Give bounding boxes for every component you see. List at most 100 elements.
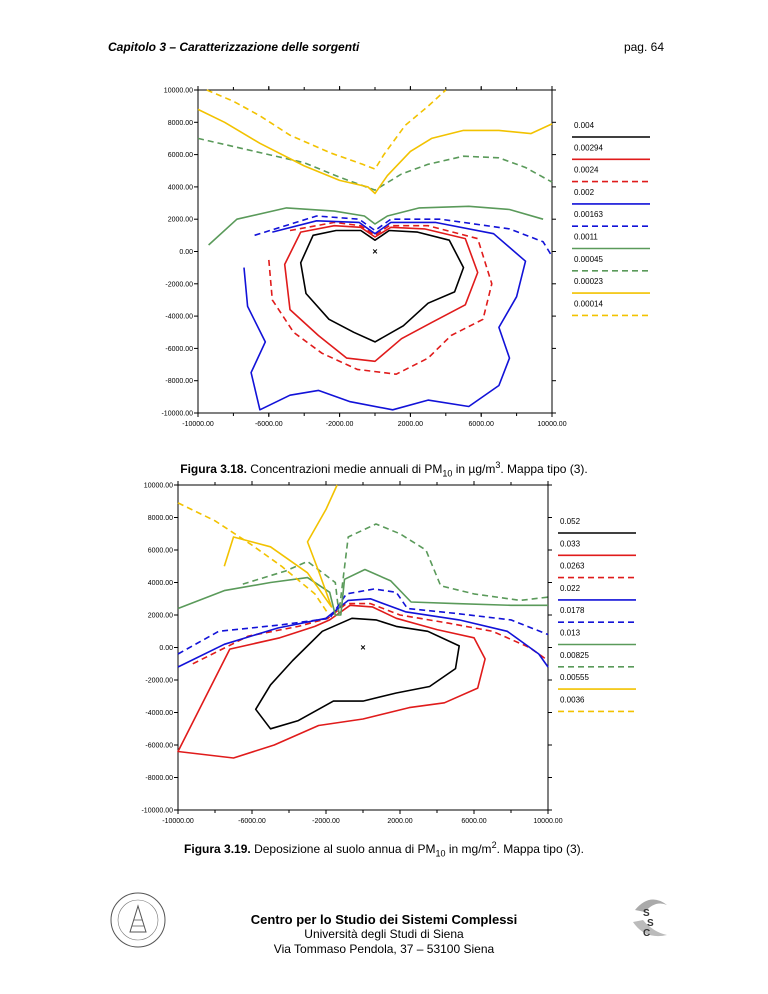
caption-text: . Mappa tipo (3).	[496, 842, 584, 856]
y-tick-label: 0.00	[159, 645, 173, 652]
y-tick-label: -2000.00	[145, 678, 173, 685]
y-tick-label: 10000.00	[144, 483, 173, 490]
legend-label: 0.0178	[560, 606, 585, 615]
chapter-title: Capitolo 3 – Caratterizzazione delle sor…	[108, 40, 360, 54]
legend-label: 0.00023	[574, 277, 603, 286]
y-tick-label: -10000.00	[141, 808, 173, 815]
caption-text: Deposizione al suolo annua di PM	[250, 842, 436, 856]
caption-subscript: 10	[442, 468, 453, 479]
y-tick-label: -2000.00	[165, 281, 193, 288]
legend-label: 0.052	[560, 517, 581, 526]
legend-label: 0.004	[574, 121, 595, 130]
y-tick-label: 4000.00	[148, 580, 173, 587]
caption-text: in mg/m	[445, 842, 492, 856]
x-tick-label: -2000.00	[312, 818, 340, 825]
figure-caption-3-18: Figura 3.18. Concentrazioni medie annual…	[0, 460, 768, 478]
x-tick-label: -6000.00	[238, 818, 266, 825]
legend-label: 0.033	[560, 539, 581, 548]
y-tick-label: 2000.00	[148, 613, 173, 620]
contour-line-yellow-dashed	[177, 502, 329, 614]
contour-line-red-dashed	[192, 602, 549, 665]
figure-caption-3-19: Figura 3.19. Deposizione al suolo annua …	[0, 840, 768, 858]
legend-label: 0.00825	[560, 651, 589, 660]
legend-label: 0.00294	[574, 143, 603, 152]
x-tick-label: 10000.00	[533, 818, 562, 825]
y-tick-label: 2000.00	[168, 217, 193, 224]
caption-label: Figura 3.18.	[180, 462, 247, 476]
contour-line-green	[208, 205, 544, 246]
x-tick-label: -2000.00	[326, 421, 354, 428]
legend-label: 0.013	[560, 629, 581, 638]
y-tick-label: -6000.00	[165, 346, 193, 353]
y-tick-label: -8000.00	[165, 378, 193, 385]
svg-text:S: S	[643, 908, 650, 919]
legend-label: 0.022	[560, 584, 581, 593]
contour-line-red	[177, 604, 486, 759]
legend-label: 0.0011	[574, 233, 598, 242]
contour-line-black	[254, 617, 461, 730]
legend-label: 0.002	[574, 188, 595, 197]
contour-line-red-dashed	[268, 221, 493, 376]
page-header: Capitolo 3 – Caratterizzazione delle sor…	[108, 40, 664, 58]
y-tick-label: 10000.00	[164, 88, 193, 95]
source-marker: ×	[360, 643, 365, 653]
caption-superscript: 3	[495, 460, 501, 470]
y-tick-label: -4000.00	[165, 314, 193, 321]
x-tick-label: 6000.00	[461, 818, 486, 825]
contour-map-concentration: -10000.00 -6000.00 -2000.00 2000.00 6000.00 1…	[161, 86, 650, 428]
y-tick-label: -4000.00	[145, 710, 173, 717]
y-tick-label: -10000.00	[161, 411, 193, 418]
contour-line-yellow-dashed	[206, 89, 447, 170]
contour-line-green-dashed	[242, 523, 549, 615]
caption-subscript: 10	[435, 848, 446, 859]
caption-text: in µg/m	[452, 462, 496, 476]
legend-label: 0.0263	[560, 562, 585, 571]
y-tick-label: 0.00	[179, 249, 193, 256]
y-tick-label: 6000.00	[168, 152, 193, 159]
legend-label: 0.00163	[574, 210, 603, 219]
legend-label: 0.0024	[574, 166, 599, 175]
caption-text: Concentrazioni medie annuali di PM	[246, 462, 443, 476]
source-marker: ×	[372, 247, 377, 257]
legend-label: 0.00045	[574, 255, 603, 264]
svg-text:C: C	[643, 928, 650, 939]
caption-superscript: 2	[491, 840, 497, 850]
contour-line-blue-dashed	[177, 588, 549, 655]
legend-label: 0.00555	[560, 673, 589, 682]
y-tick-label: 8000.00	[168, 120, 193, 127]
contour-line-blue	[177, 597, 549, 668]
caption-label: Figura 3.19.	[184, 842, 251, 856]
contour-line-blue	[243, 220, 527, 411]
caption-text: . Mappa tipo (3).	[500, 462, 588, 476]
y-tick-label: 8000.00	[148, 515, 173, 522]
y-tick-label: -8000.00	[145, 775, 173, 782]
legend-label: 0.00014	[574, 299, 603, 308]
y-tick-label: -6000.00	[145, 743, 173, 750]
contour-line-yellow	[223, 484, 338, 608]
footer-address: Via Tommaso Pendola, 37 – 53100 Siena	[273, 942, 495, 956]
footer-university: Università degli Studi di Siena	[304, 927, 464, 941]
svg-text:S: S	[647, 918, 654, 929]
x-tick-label: -10000.00	[182, 421, 214, 428]
y-tick-label: 4000.00	[168, 184, 193, 191]
contour-line-green	[177, 568, 548, 616]
footer-organization: Centro per lo Studio dei Sistemi Comples…	[250, 912, 518, 927]
x-tick-label: 6000.00	[469, 421, 494, 428]
page-number: pag. 64	[623, 40, 664, 54]
page-footer: Centro per lo Studio dei Sistemi Comples…	[0, 912, 768, 957]
x-tick-label: 2000.00	[398, 421, 423, 428]
sssc-logo-icon: S S C	[633, 899, 667, 939]
legend-label: 0.0036	[560, 695, 585, 704]
x-tick-label: 2000.00	[387, 818, 412, 825]
x-tick-label: 10000.00	[537, 421, 566, 428]
y-tick-label: 6000.00	[148, 548, 173, 555]
x-tick-label: -6000.00	[255, 421, 283, 428]
contour-line-yellow	[197, 108, 553, 195]
contour-map-deposition: -10000.00 -6000.00 -2000.00 2000.00 6000.00 1…	[141, 481, 636, 825]
contour-line-green-dashed	[197, 137, 553, 191]
university-seal-icon	[110, 892, 166, 948]
contour-line-black	[299, 229, 465, 343]
contour-line-red	[283, 224, 479, 363]
x-tick-label: -10000.00	[162, 818, 194, 825]
